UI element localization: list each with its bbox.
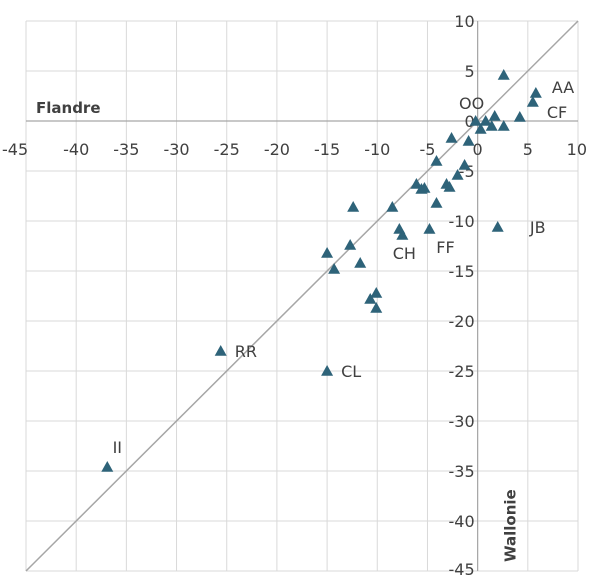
- data-point-marker: [364, 293, 377, 304]
- data-point-label: AA: [552, 78, 574, 97]
- x-tick-label: -35: [113, 140, 139, 159]
- data-point-marker: [488, 110, 501, 121]
- y-tick-label: -10: [448, 212, 474, 231]
- y-tick-label: 5: [464, 62, 474, 81]
- x-tick-labels: -45 -40 -35 -30 -25 -20 -15 -10 -5 0 5 10: [2, 140, 587, 159]
- x-tick-label: -30: [163, 140, 189, 159]
- x-axis-title: Wallonie: [502, 489, 520, 562]
- data-point-marker: [101, 461, 114, 472]
- data-point-marker: [354, 257, 367, 268]
- y-tick-label: -25: [448, 362, 474, 381]
- data-point-label: JB: [529, 218, 546, 237]
- x-tick-label: -20: [264, 140, 290, 159]
- data-point-marker: [451, 169, 464, 180]
- data-points: II RR CL CH FF OO JB CF AA: [101, 69, 574, 472]
- x-tick-label: -10: [364, 140, 390, 159]
- data-point-marker: [485, 120, 498, 131]
- data-point-marker: [347, 201, 360, 212]
- data-point-marker: [445, 132, 458, 143]
- data-point-label: II: [113, 438, 122, 457]
- x-tick-label: -25: [214, 140, 240, 159]
- x-tick-label: 5: [523, 140, 533, 159]
- data-point-label: CL: [341, 362, 361, 381]
- data-point-marker: [529, 87, 542, 98]
- data-point-marker: [497, 120, 510, 131]
- y-tick-label: -30: [448, 412, 474, 431]
- data-point-marker: [497, 69, 510, 80]
- data-point-label: RR: [235, 342, 257, 361]
- x-tick-label: -40: [63, 140, 89, 159]
- data-point-marker: [396, 229, 409, 240]
- data-point-label: CF: [547, 103, 567, 122]
- data-point-marker: [430, 155, 443, 166]
- data-point-label: CH: [393, 244, 416, 263]
- data-point-marker: [430, 197, 443, 208]
- y-tick-label: 10: [454, 12, 474, 31]
- data-point-marker: [526, 96, 539, 107]
- x-tick-label: 10: [567, 140, 587, 159]
- y-tick-label: -20: [448, 312, 474, 331]
- data-point-marker: [328, 263, 341, 274]
- gridlines: [25, 20, 579, 572]
- data-point-marker: [513, 111, 526, 122]
- data-point-marker: [370, 287, 383, 298]
- y-tick-label: 0: [464, 112, 474, 131]
- data-point-marker: [410, 178, 423, 189]
- x-tick-label: -5: [419, 140, 435, 159]
- data-point-marker: [321, 247, 334, 258]
- data-point-marker: [469, 115, 482, 126]
- data-point-marker: [474, 123, 487, 134]
- data-point-marker: [443, 181, 456, 192]
- y-axis-title: Flandre: [36, 99, 101, 117]
- data-point-label: FF: [436, 238, 454, 257]
- y-tick-label: -35: [448, 462, 474, 481]
- data-point-marker: [418, 182, 431, 193]
- data-point-marker: [491, 221, 504, 232]
- y-tick-label: -45: [448, 560, 474, 576]
- data-point-marker: [386, 201, 399, 212]
- data-point-marker: [370, 302, 383, 313]
- data-point-marker: [462, 135, 475, 146]
- data-point-marker: [458, 159, 471, 170]
- data-point-label: OO: [459, 94, 484, 113]
- data-point-marker: [344, 239, 357, 250]
- data-point-marker: [214, 345, 227, 356]
- y-tick-label: -40: [448, 512, 474, 531]
- data-point-marker: [423, 223, 436, 234]
- data-point-marker: [479, 115, 492, 126]
- reference-diagonal-line: [25, 20, 579, 572]
- y-tick-label: -15: [448, 262, 474, 281]
- x-tick-label: 0: [473, 140, 483, 159]
- x-tick-label: -45: [2, 140, 28, 159]
- x-tick-label: -15: [314, 140, 340, 159]
- data-point-marker: [321, 365, 334, 376]
